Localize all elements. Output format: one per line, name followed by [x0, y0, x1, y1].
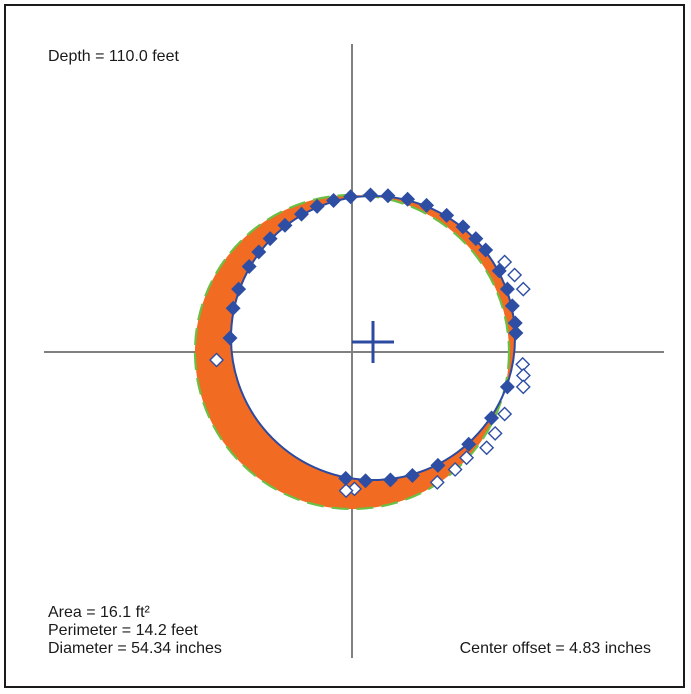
diamond-filled-icon	[404, 467, 420, 483]
diamond-open-icon	[429, 474, 445, 490]
diameter-label: Diameter = 54.34 inches	[48, 640, 222, 657]
diamond-filled-icon	[277, 217, 293, 233]
diamond-open-icon	[459, 450, 475, 466]
diamond-open-icon	[447, 461, 463, 477]
diamond-filled-icon	[504, 298, 520, 314]
diamond-open-icon	[497, 406, 513, 422]
diamond-filled-icon	[499, 281, 515, 297]
diamond-filled-icon	[484, 410, 500, 426]
diamond-filled-icon	[338, 470, 354, 486]
diamond-open-icon	[497, 254, 513, 270]
diamond-filled-icon	[251, 244, 267, 260]
diamond-filled-icon	[294, 206, 309, 222]
diamond-filled-icon	[222, 330, 238, 346]
diamond-filled-icon	[231, 281, 247, 297]
diamond-filled-icon	[363, 187, 378, 203]
caliper-markers	[209, 187, 531, 499]
diamond-filled-icon	[439, 207, 455, 223]
diamond-filled-icon	[382, 472, 398, 488]
center-plus-icon	[352, 321, 394, 363]
diamond-filled-icon	[358, 473, 374, 489]
diamond-filled-icon	[419, 197, 435, 213]
axes	[44, 44, 664, 658]
diamond-open-icon	[487, 425, 503, 441]
caliper-plot	[44, 44, 664, 658]
diamond-open-icon	[515, 281, 531, 297]
diamond-filled-icon	[380, 188, 396, 204]
center-offset-label: Center offset = 4.83 inches	[459, 640, 651, 657]
diamond-filled-icon	[241, 259, 257, 274]
plot-frame: Depth = 110.0 feet Area = 16.1 ft² Perim…	[4, 4, 685, 688]
perimeter-label: Perimeter = 14.2 feet	[48, 622, 198, 639]
depth-label: Depth = 110.0 feet	[48, 48, 179, 65]
diamond-open-icon	[209, 352, 225, 368]
diamond-filled-icon	[262, 231, 278, 247]
diamond-filled-icon	[430, 457, 446, 473]
diamond-filled-icon	[343, 189, 359, 205]
diamond-filled-icon	[461, 436, 477, 452]
diamond-filled-icon	[478, 242, 494, 258]
diamond-filled-icon	[455, 219, 471, 235]
diamond-filled-icon	[499, 379, 515, 395]
diamond-filled-icon	[400, 191, 416, 207]
diamond-filled-icon	[225, 300, 241, 316]
diamond-filled-icon	[309, 198, 325, 214]
diamond-open-icon	[338, 483, 354, 499]
diamond-open-icon	[515, 379, 531, 395]
diamond-filled-icon	[491, 263, 507, 279]
area-label: Area = 16.1 ft²	[48, 604, 150, 621]
diamond-filled-icon	[468, 231, 484, 247]
diamond-open-icon	[507, 267, 523, 283]
diamond-filled-icon	[326, 193, 342, 209]
diamond-open-icon	[479, 440, 495, 456]
diamond-filled-icon	[508, 325, 524, 341]
